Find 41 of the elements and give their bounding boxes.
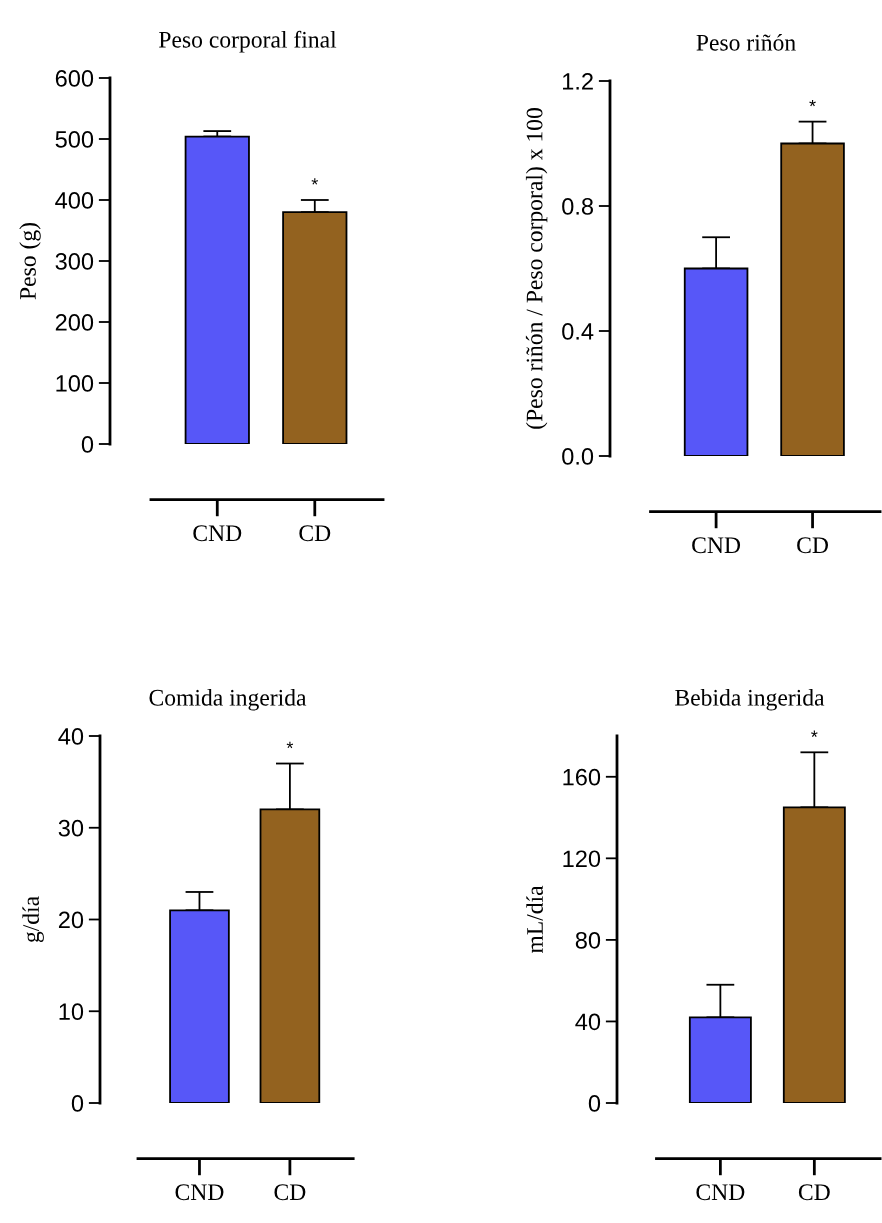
x-tick-label: CND bbox=[193, 525, 242, 542]
y-axis-title: Peso (g) bbox=[19, 223, 41, 300]
y-tick-label: 0 bbox=[588, 1095, 601, 1112]
annotation: * bbox=[311, 178, 319, 185]
y-axis-title: (Peso riñón / Peso corporal) x 100 bbox=[525, 108, 548, 429]
y-tick-label: 0.0 bbox=[562, 448, 594, 465]
y-tick-label: 300 bbox=[55, 253, 94, 270]
y-tick-label: 100 bbox=[56, 375, 94, 392]
x-tick-label: CND bbox=[692, 537, 741, 554]
y-tick-label: 1.2 bbox=[563, 73, 593, 90]
chart-title: Comida ingerida bbox=[149, 689, 307, 711]
y-tick-label: 500 bbox=[55, 131, 94, 148]
y-tick-label: 80 bbox=[575, 931, 601, 949]
chart-title: Bebida ingerida bbox=[675, 689, 825, 711]
y-tick-label: 30 bbox=[58, 819, 84, 837]
x-tick-label: CD bbox=[274, 1184, 306, 1201]
x-tick-label: CD bbox=[798, 1184, 830, 1201]
annotation: * bbox=[809, 99, 816, 107]
y-axis-title: mL/día bbox=[526, 885, 543, 954]
y-tick-label: 160 bbox=[563, 768, 601, 786]
x-tick-label: CD bbox=[299, 525, 331, 542]
y-axis-title: g/día bbox=[22, 896, 44, 943]
x-tick-label: CND bbox=[696, 1184, 745, 1201]
y-tick-label: 40 bbox=[575, 1013, 601, 1031]
y-tick-label: 40 bbox=[58, 728, 84, 745]
chart-title: Peso riñón bbox=[696, 34, 796, 51]
y-tick-label: 0.4 bbox=[562, 323, 594, 340]
y-tick-label: 600 bbox=[55, 70, 94, 87]
x-tick-label: CD bbox=[797, 537, 829, 554]
y-tick-label: 120 bbox=[563, 850, 601, 868]
y-tick-label: 0.8 bbox=[562, 198, 593, 215]
y-tick-label: 200 bbox=[55, 314, 94, 331]
annotation: * bbox=[286, 741, 294, 749]
y-tick-label: 400 bbox=[55, 192, 94, 209]
annotation: * bbox=[811, 730, 818, 737]
chart-title: Peso corporal final bbox=[159, 30, 337, 53]
y-tick-label: 20 bbox=[58, 911, 84, 929]
y-tick-label: 10 bbox=[59, 1003, 84, 1021]
y-tick-label: 0 bbox=[81, 436, 94, 453]
x-tick-label: CND bbox=[175, 1184, 224, 1201]
y-tick-label: 0 bbox=[71, 1095, 84, 1112]
